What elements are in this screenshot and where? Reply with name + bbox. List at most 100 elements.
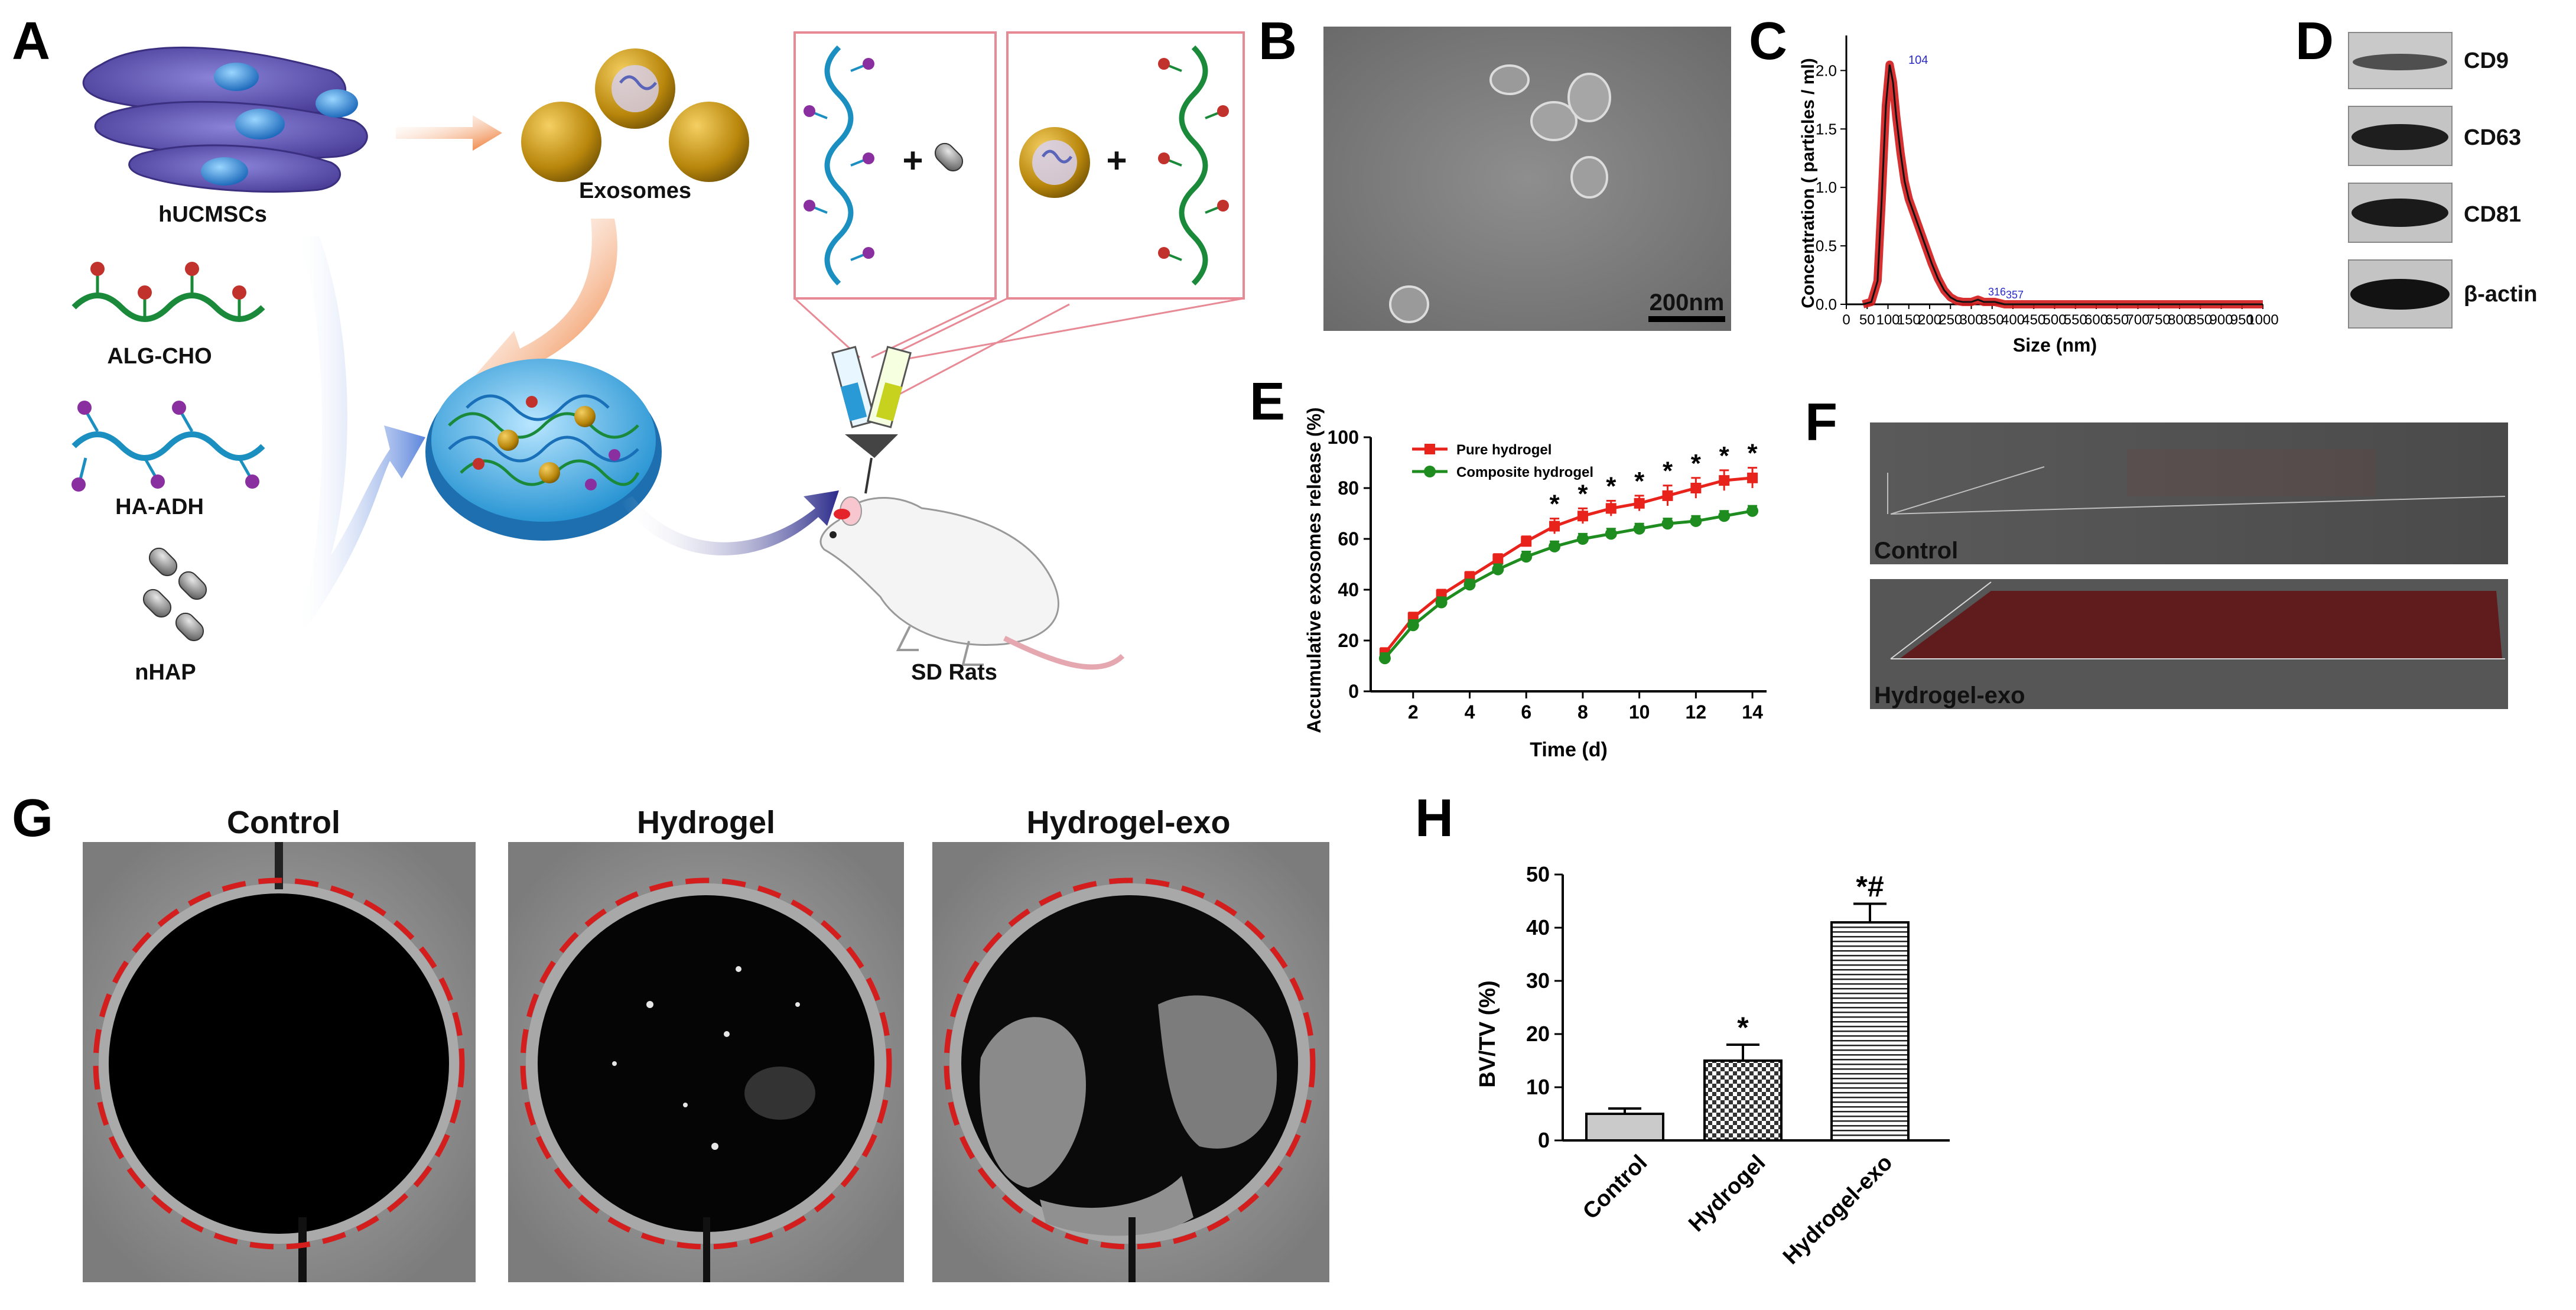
- c-x-tick-label: 400: [2001, 312, 2025, 328]
- panel-b: B 200nm: [1258, 12, 1731, 331]
- confocal-control-details: [1887, 449, 2506, 515]
- e-y-tick-label: 80: [1338, 477, 1359, 499]
- panel-f-letter: F: [1805, 393, 1837, 452]
- h-x-tick-labels: Control Hydrogel Hydrogel-exo: [1578, 1150, 1897, 1269]
- panel-h: H BV/TV (%) 0 10 20 30 40 50 * *# Control Hydro…: [1415, 789, 1950, 1269]
- panel-d: D CD9 CD63 CD81 β-actin: [2295, 12, 2538, 329]
- sd-rat-illustration: [819, 496, 1125, 670]
- h-bar-1: [1585, 1113, 1664, 1142]
- e-point-composite: [1661, 518, 1674, 530]
- microct-hydrogel-exo-image: [932, 842, 1329, 1282]
- e-point-composite: [1407, 619, 1419, 632]
- e-x-tick-label: 8: [1578, 701, 1588, 723]
- h-y-ticks: 0 10 20 30 40 50: [1526, 862, 1563, 1152]
- projection-line: [897, 297, 1244, 362]
- e-point-pure: [1605, 503, 1616, 514]
- e-release-curves: [1378, 467, 1759, 665]
- c-small-peak-label-1: 316: [1988, 286, 2006, 298]
- c-y-tick-label: 0.0: [1816, 295, 1837, 313]
- e-significance-star: *: [1691, 449, 1702, 478]
- e-significance-star: *: [1578, 479, 1588, 508]
- e-y-tick-label: 40: [1338, 579, 1359, 600]
- h-bar-2: [1703, 1059, 1783, 1142]
- confocal-control-label: Control: [1874, 538, 1958, 564]
- c-x-axis-label: Size (nm): [2013, 334, 2097, 356]
- c-x-tick-label: 100: [1876, 312, 1900, 328]
- nhap-rods: [142, 547, 207, 642]
- panel-a-letter: A: [12, 12, 50, 71]
- e-x-ticks: 2 4 6 8 10 12 14: [1408, 691, 1763, 723]
- composite-hydrogel-illustration: [425, 359, 662, 541]
- h-x-tick-label: Hydrogel-exo: [1778, 1150, 1897, 1269]
- c-x-tick-label: 1000: [2247, 312, 2278, 328]
- e-significance-star: *: [1748, 439, 1758, 468]
- arrow-components-to-hydrogel: [295, 236, 425, 626]
- c-small-peak-label-2: 357: [2006, 289, 2024, 301]
- h-y-tick-label: 50: [1526, 862, 1550, 886]
- e-legend-marker: [1424, 466, 1436, 477]
- inset-right-content: [1019, 45, 1229, 286]
- inset-box-left: [793, 31, 997, 300]
- c-y-tick-label: 2.0: [1816, 61, 1837, 79]
- nhap-label: nHAP: [135, 660, 196, 685]
- e-point-pure: [1634, 498, 1645, 509]
- panel-g: G Control Hydrogel Hydrogel-exo: [12, 789, 1329, 1282]
- plus-sign-left: +: [902, 141, 923, 180]
- hucmscs-cells-illustration: [82, 46, 368, 193]
- e-significance-star: *: [1634, 467, 1645, 496]
- confocal-hydrogel-exo-label: Hydrogel-exo: [1874, 682, 2025, 708]
- h-y-tick-label: 40: [1526, 915, 1550, 940]
- panel-c: C Concentration ( particles / ml) 0.0 0.5…: [1749, 12, 2279, 356]
- e-x-axis-label: Time (d): [1530, 739, 1608, 761]
- c-y-tick-label: 1.5: [1816, 120, 1837, 138]
- c-x-tick-label: 650: [2105, 312, 2129, 328]
- arrow-hydrogel-to-rat: [620, 490, 839, 555]
- blot-label-cd9: CD9: [2464, 48, 2509, 73]
- c-x-tick-label: 850: [2188, 312, 2212, 328]
- inset-left-content: [804, 45, 964, 286]
- e-significance-star: *: [1606, 472, 1616, 501]
- e-y-tick-label: 100: [1328, 427, 1359, 448]
- projection-line: [886, 297, 1008, 359]
- panel-h-letter: H: [1415, 789, 1453, 848]
- h-bar-3: [1830, 921, 1910, 1142]
- e-significance-star: *: [1663, 457, 1673, 486]
- c-series-line: [1862, 64, 2263, 305]
- panel-c-letter: C: [1749, 12, 1787, 71]
- h-y-tick-label: 0: [1538, 1128, 1550, 1152]
- e-x-tick-label: 4: [1465, 701, 1475, 723]
- panel-b-letter: B: [1258, 12, 1297, 71]
- e-point-composite: [1690, 515, 1702, 527]
- sem-image: [1323, 27, 1731, 331]
- c-x-tick-label: 800: [2168, 312, 2191, 328]
- c-y-axis-label: Concentration ( particles / ml): [1798, 58, 1818, 308]
- c-x-tick-label: 700: [2126, 312, 2149, 328]
- e-point-composite: [1746, 505, 1759, 517]
- ha-adh-chain: [71, 401, 265, 492]
- c-y-ticks: 0.0 0.5 1.0 1.5 2.0: [1816, 61, 1846, 313]
- exosomes-label: Exosomes: [579, 178, 691, 203]
- confocal-control-image: [1870, 422, 2508, 564]
- e-point-composite: [1463, 578, 1476, 591]
- alg-cho-label: ALG-CHO: [107, 344, 212, 369]
- blot-label-cd63: CD63: [2464, 125, 2521, 150]
- e-x-tick-label: 2: [1408, 701, 1419, 723]
- c-y-tick-label: 0.5: [1816, 237, 1837, 255]
- alg-cho-chain: [71, 262, 265, 322]
- c-x-tick-label: 50: [1859, 312, 1875, 328]
- e-series-line-2: [1384, 509, 1753, 659]
- e-point-composite: [1576, 533, 1589, 545]
- h-x-tick-label: Control: [1578, 1150, 1652, 1224]
- e-point-pure: [1577, 511, 1588, 522]
- e-point-pure: [1690, 483, 1702, 493]
- western-blot-strips: [2348, 32, 2453, 329]
- ha-adh-label: HA-ADH: [115, 495, 204, 519]
- sem-exosome-particles: [1389, 64, 1611, 323]
- dual-syringe-illustration: [831, 346, 912, 494]
- c-x-tick-label: 300: [1959, 312, 1983, 328]
- g-title-hydrogel: Hydrogel: [637, 805, 775, 840]
- c-size-distribution: [1862, 60, 2263, 308]
- e-legend-label: Pure hydrogel: [1456, 442, 1552, 458]
- e-significance-star: *: [1550, 490, 1560, 519]
